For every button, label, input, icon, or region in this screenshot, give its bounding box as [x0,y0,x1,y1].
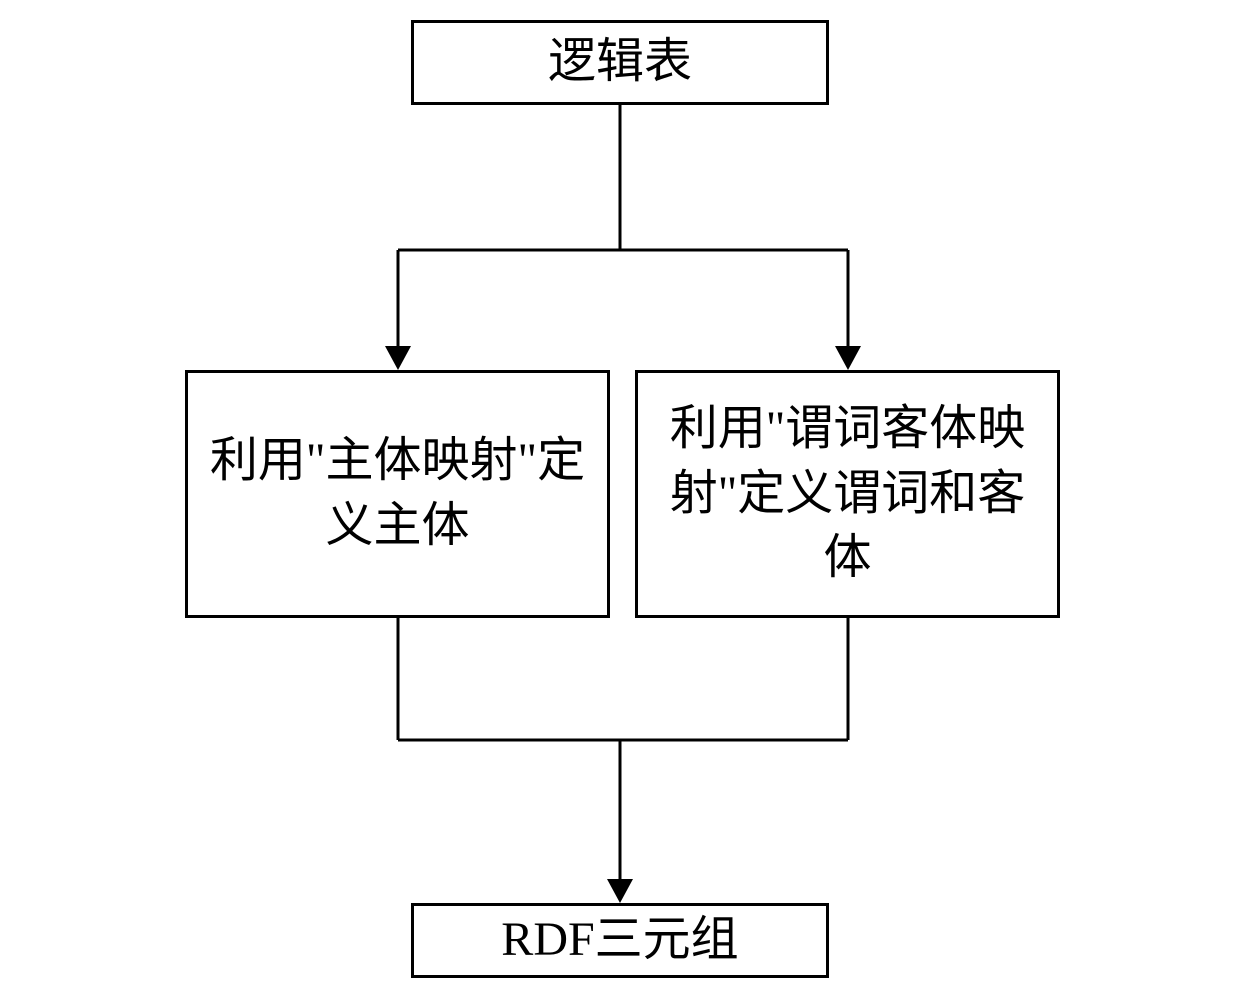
arrowhead-right [835,346,861,370]
node-label: 利用"谓词客体映射"定义谓词和客体 [658,397,1037,591]
arrowhead-bottom [607,879,633,903]
node-logic-table: 逻辑表 [411,20,829,105]
node-subject-mapping: 利用"主体映射"定义主体 [185,370,610,618]
node-label: RDF三元组 [501,908,738,973]
flowchart-container: 逻辑表 利用"主体映射"定义主体 利用"谓词客体映射"定义谓词和客体 RDF三元… [0,0,1240,993]
arrowhead-left [385,346,411,370]
node-predicate-object-mapping: 利用"谓词客体映射"定义谓词和客体 [635,370,1060,618]
node-label: 逻辑表 [548,30,692,95]
node-label: 利用"主体映射"定义主体 [208,429,587,559]
node-rdf-triple: RDF三元组 [411,903,829,978]
